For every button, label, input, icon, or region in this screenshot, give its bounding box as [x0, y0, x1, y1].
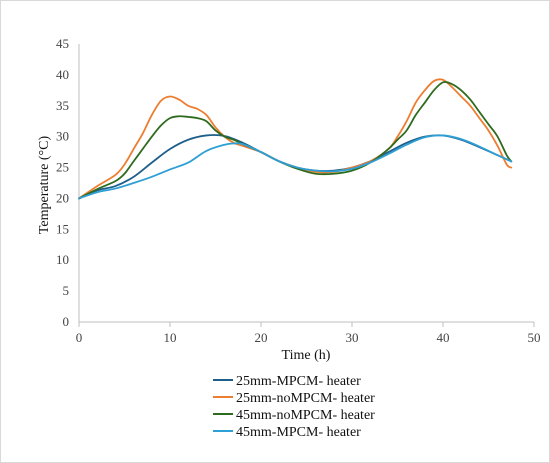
y-tick-label: 25 [56, 160, 69, 175]
y-tick-label: 30 [56, 129, 69, 144]
legend-entry-label: 25mm-noMPCM- heater [236, 391, 375, 406]
x-axis-label: Time (h) [282, 348, 331, 363]
x-tick-label: 0 [76, 330, 83, 345]
y-tick-label: 0 [63, 314, 70, 329]
series-line-3 [78, 81, 513, 200]
legend-entry-label: 45mm-MPCM- heater [236, 425, 361, 440]
y-axis-label: Temperature (°C) [37, 136, 52, 235]
legend-entry-label: 25mm-MPCM- heater [236, 374, 361, 389]
x-tick-label: 10 [164, 330, 177, 345]
x-tick-label: 30 [346, 330, 359, 345]
series-line-4 [78, 134, 513, 200]
y-tick-label: 5 [63, 283, 70, 298]
series-lines [78, 78, 513, 200]
legend: 25mm-MPCM- heater 25mm-noMPCM- heater 45mm… [213, 374, 375, 440]
y-tick-label: 45 [56, 36, 69, 51]
x-tick-label: 50 [528, 330, 541, 345]
x-tick-label: 40 [437, 330, 450, 345]
y-tick-label: 20 [56, 190, 69, 205]
plot-area [78, 44, 534, 323]
x-axis-ticks: 0 10 20 30 40 50 [76, 322, 541, 345]
y-tick-label: 40 [56, 67, 69, 82]
legend-entry-label: 45mm-noMPCM- heater [236, 408, 375, 423]
x-tick-label: 20 [255, 330, 268, 345]
y-axis-ticks: 0 5 10 15 20 25 30 35 40 45 [56, 36, 69, 329]
y-tick-label: 10 [56, 252, 69, 267]
y-tick-label: 15 [56, 221, 69, 236]
y-tick-label: 35 [56, 98, 69, 113]
